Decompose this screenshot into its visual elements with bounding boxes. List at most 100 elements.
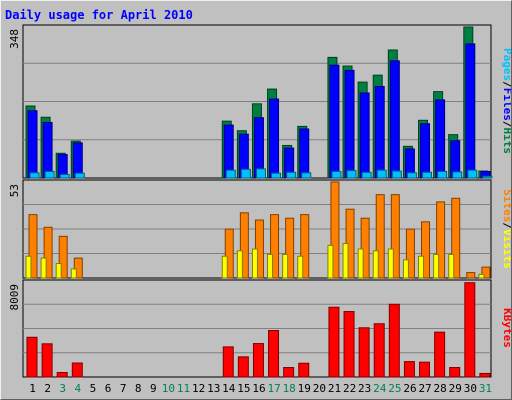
kbytes-bar: [343, 311, 355, 378]
files-bar: [329, 64, 340, 179]
visits-bar: [73, 257, 83, 279]
visits-bar: [405, 228, 415, 279]
x-tick-label: 28: [434, 382, 447, 395]
legend-sites-visits-part: Sites: [501, 189, 511, 222]
visits-bar: [481, 266, 491, 279]
x-tick-label: 2: [44, 382, 51, 395]
kbytes-bar: [328, 306, 340, 378]
files-bar: [374, 85, 385, 179]
sites-bar: [478, 273, 485, 279]
legend-kbytes: KBytes: [501, 308, 511, 348]
pages-bar: [225, 169, 236, 179]
sites-bar: [55, 263, 62, 279]
x-tick-label: 31: [479, 382, 492, 395]
x-tick-label: 21: [328, 382, 341, 395]
visits-bar: [360, 217, 370, 279]
kbytes-bar: [434, 331, 446, 378]
legend-pages-files-hits-part: Pages: [501, 48, 511, 81]
pages-bar: [331, 170, 342, 179]
kbytes-bar: [419, 361, 431, 378]
files-bar: [269, 98, 280, 179]
visits-bar: [375, 194, 385, 279]
sites-bar: [342, 243, 349, 279]
legend-pages-files-hits-part: /: [501, 121, 511, 128]
sites-bar: [282, 253, 289, 279]
pages-bar: [437, 170, 448, 179]
files-bar: [435, 99, 446, 179]
pages-bar: [301, 172, 312, 179]
visits-bar: [390, 194, 400, 279]
visits-bar: [43, 226, 53, 279]
sites-bar: [70, 268, 77, 279]
kbytes-bar: [26, 336, 38, 378]
pages-bar: [255, 168, 266, 179]
chart-title: Daily usage for April 2010: [5, 8, 193, 22]
pages-bar: [44, 170, 55, 179]
x-tick-label: 17: [267, 382, 280, 395]
legend-pages-files-hits-part: Files: [501, 88, 511, 121]
x-tick-label: 12: [192, 382, 205, 395]
sites-bar: [25, 255, 32, 279]
pages-bar: [467, 169, 478, 179]
x-tick-label: 19: [298, 382, 311, 395]
legend-sites-visits: Sites/Visits: [501, 189, 511, 269]
pages-bar: [346, 170, 357, 179]
sites-bar: [372, 250, 379, 279]
kbytes-bar: [373, 323, 385, 378]
x-tick-label: 20: [313, 382, 326, 395]
x-tick-label: 5: [90, 382, 97, 395]
x-tick-label: 11: [177, 382, 190, 395]
sites-bar: [327, 244, 334, 279]
pages-bar: [391, 170, 402, 179]
x-tick-label: 29: [449, 382, 462, 395]
pages-bar: [376, 169, 387, 179]
kbytes-bar: [252, 343, 264, 378]
files-bar: [42, 121, 53, 179]
visits-bar: [270, 214, 280, 279]
kbytes-bar: [237, 356, 249, 378]
x-tick-label: 7: [120, 382, 127, 395]
x-tick-label: 16: [252, 382, 265, 395]
x-tick-label: 26: [403, 382, 416, 395]
kbytes-bar: [41, 343, 53, 378]
sites-bar: [433, 253, 440, 279]
kbytes-bar: [283, 367, 295, 378]
legend-sites-visits-part: /: [501, 222, 511, 229]
pages-bar: [240, 168, 251, 179]
sites-visits-scale-max: 53: [8, 184, 21, 197]
legend-pages-files-hits: Pages/Files/Hits: [501, 48, 511, 154]
pages-bar: [29, 172, 40, 179]
sites-bar: [297, 255, 304, 279]
pages-bar: [286, 171, 297, 179]
pages-bar: [74, 172, 85, 179]
kbytes-bar: [403, 361, 415, 378]
kbytes-scale-max: 8009: [8, 284, 21, 311]
files-bar: [465, 43, 476, 179]
pages-bar: [271, 172, 282, 179]
files-bar: [299, 128, 310, 179]
x-tick-label: 23: [358, 382, 371, 395]
x-tick-label: 22: [343, 382, 356, 395]
sites-bar: [236, 250, 243, 279]
sites-bar: [448, 253, 455, 279]
visits-bar: [330, 181, 340, 279]
pages-bar: [452, 171, 463, 179]
files-bar: [389, 60, 400, 179]
sites-bar: [357, 248, 364, 279]
files-bar: [359, 92, 370, 179]
visits-bar: [58, 235, 68, 279]
sites-bar: [418, 255, 425, 279]
pages-bar: [406, 172, 417, 179]
x-tick-label: 10: [162, 382, 175, 395]
visits-bar: [451, 197, 461, 279]
x-tick-label: 3: [59, 382, 66, 395]
legend-kbytes-part: KBytes: [501, 308, 511, 348]
kbytes-bar: [464, 282, 476, 378]
visits-bar: [285, 217, 295, 279]
visits-bar: [421, 221, 431, 279]
pages-bar: [482, 175, 493, 179]
legend-pages-files-hits-part: Hits: [501, 128, 511, 155]
x-tick-label: 4: [75, 382, 82, 395]
